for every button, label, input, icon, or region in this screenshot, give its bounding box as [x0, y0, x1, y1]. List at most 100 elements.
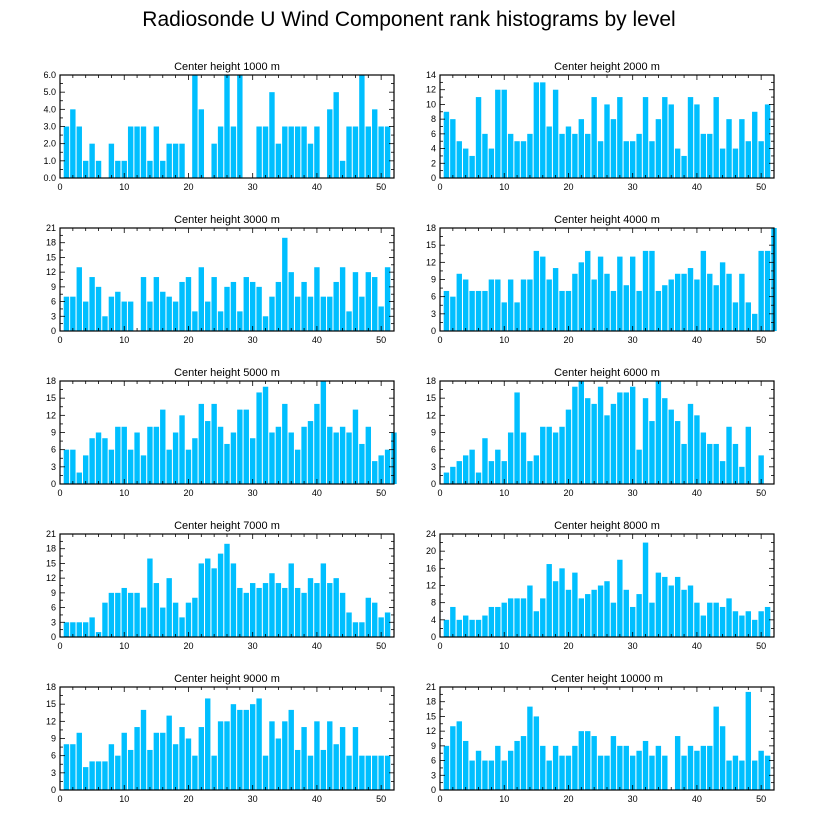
histogram-bar — [333, 281, 339, 331]
histogram-bar — [604, 273, 610, 331]
histogram-bar — [507, 750, 514, 790]
histogram-bar — [578, 262, 585, 331]
histogram-bar — [668, 104, 674, 178]
histogram-bar — [636, 290, 642, 331]
histogram-bar — [450, 296, 456, 331]
x-tick-label: 50 — [756, 794, 766, 804]
histogram-bar — [623, 141, 629, 178]
histogram-bar — [578, 598, 585, 637]
y-tick-label: 3 — [431, 309, 436, 319]
histogram-bar — [82, 767, 89, 790]
histogram-bar — [623, 392, 629, 484]
histogram-panel-3: Center height 3000 m 0 3 6 9 12 15 18 21 0 10 20 30 4… — [46, 214, 395, 345]
histogram-bar — [629, 606, 636, 637]
x-tick-label: 10 — [499, 488, 509, 498]
histogram-bar — [192, 438, 198, 484]
histogram-bar — [301, 426, 307, 484]
y-tick-label: 12 — [46, 410, 56, 420]
histogram-bar — [623, 285, 629, 331]
y-tick-label: 12 — [46, 716, 56, 726]
x-tick-label: 0 — [437, 641, 442, 651]
y-tick-label: 3 — [431, 462, 436, 472]
histogram-bar — [89, 617, 95, 637]
histogram-bar — [217, 311, 224, 331]
histogram-bar — [514, 598, 520, 637]
histogram-bar — [172, 301, 179, 331]
histogram-bar — [482, 290, 488, 331]
x-tick-label: 30 — [628, 488, 638, 498]
x-tick-label: 0 — [57, 794, 62, 804]
histogram-bar — [719, 262, 726, 331]
x-tick-label: 30 — [628, 335, 638, 345]
histogram-bar — [732, 148, 739, 178]
histogram-bar — [127, 749, 134, 790]
histogram-bar — [707, 602, 713, 637]
histogram-bar — [160, 607, 166, 637]
histogram-bar — [469, 155, 475, 178]
histogram-bar — [153, 426, 160, 484]
histogram-bar — [333, 744, 339, 790]
histogram-bar — [192, 75, 198, 178]
histogram-bar — [450, 119, 456, 178]
x-tick-label: 20 — [183, 182, 193, 192]
histogram-bar — [482, 760, 488, 790]
histogram-bar — [320, 296, 327, 331]
histogram-bar — [668, 409, 674, 484]
histogram-bar — [384, 449, 391, 484]
x-tick-label: 20 — [563, 641, 573, 651]
histogram-bar — [719, 148, 726, 178]
x-tick-label: 0 — [57, 488, 62, 498]
histogram-bar — [591, 403, 597, 484]
histogram-bar — [488, 461, 495, 484]
histogram-bar — [636, 133, 642, 178]
histogram-bar — [339, 727, 346, 790]
panel-title: Center height 1000 m — [174, 61, 280, 73]
histogram-bar — [443, 745, 450, 790]
histogram-bar — [327, 721, 333, 790]
x-tick-label: 50 — [376, 794, 386, 804]
histogram-bar — [256, 392, 262, 484]
histogram-bar — [282, 403, 288, 484]
histogram-bar — [694, 279, 700, 331]
histogram-bar — [172, 143, 179, 178]
histogram-bar — [365, 755, 372, 790]
y-tick-label: 12 — [46, 267, 56, 277]
histogram-bar — [456, 721, 462, 790]
histogram-bar — [121, 160, 127, 178]
histogram-bar — [333, 92, 339, 178]
histogram-bar — [507, 133, 514, 178]
panel-title: Center height 3000 m — [174, 214, 280, 226]
histogram-bar — [282, 237, 288, 331]
histogram-bar — [752, 313, 758, 331]
y-tick-label: 4 — [431, 615, 436, 625]
histogram-bar — [552, 432, 559, 484]
histogram-bar — [140, 709, 147, 790]
histogram-bar — [674, 736, 681, 790]
histogram-bar — [205, 421, 211, 484]
histogram-bar — [243, 277, 249, 331]
histogram-bar — [707, 133, 713, 178]
histogram-bar — [662, 285, 668, 331]
y-tick-label: 9 — [51, 588, 56, 598]
histogram-bar — [520, 736, 527, 790]
histogram-bar — [707, 273, 713, 331]
histogram-bar — [140, 455, 147, 484]
x-tick-label: 20 — [183, 641, 193, 651]
histogram-bar — [462, 279, 469, 331]
x-tick-label: 0 — [437, 488, 442, 498]
histogram-bar — [198, 109, 205, 178]
histogram-bar — [585, 594, 591, 637]
histogram-bar — [520, 141, 527, 178]
y-tick-label: 12 — [426, 726, 436, 736]
histogram-bar — [275, 583, 282, 637]
y-tick-label: 0 — [431, 173, 436, 183]
histogram-bar — [758, 455, 764, 484]
histogram-bar — [82, 622, 89, 637]
histogram-bar — [739, 466, 745, 484]
histogram-bar — [726, 426, 732, 484]
histogram-bar — [732, 443, 739, 484]
histogram-bar — [514, 392, 520, 484]
histogram-bar — [462, 615, 469, 637]
y-tick-label: 18 — [426, 223, 436, 233]
histogram-bar — [674, 273, 681, 331]
